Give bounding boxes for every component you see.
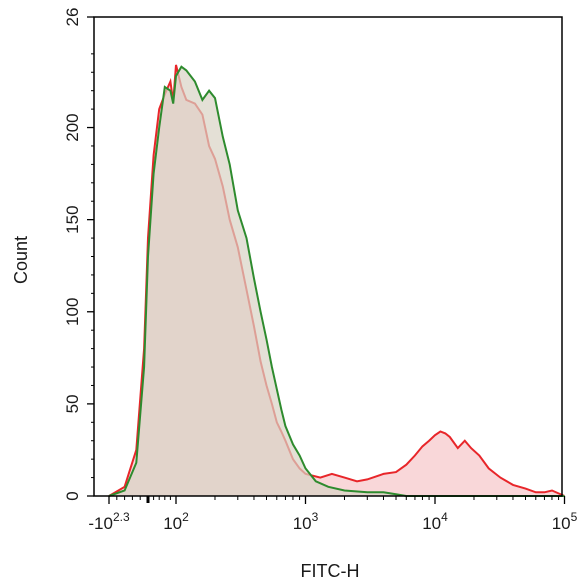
series-2-fill — [109, 66, 565, 496]
x-tick-label: 103 — [293, 510, 319, 533]
y-tick-label: 100 — [63, 298, 82, 326]
y-tick-label: 150 — [63, 205, 82, 233]
y-tick-label: 0 — [63, 491, 82, 500]
series-2-line — [108, 65, 565, 497]
x-zero-marker — [146, 496, 150, 503]
x-axis-title: FITC-H — [301, 561, 360, 581]
x-tick-label: 105 — [552, 510, 578, 533]
y-axis: 0 50 100 150 200 26 — [63, 8, 94, 501]
series-layer — [108, 64, 565, 497]
x-axis: -102.3 102 103 104 105 — [88, 496, 578, 533]
y-axis-title: Count — [11, 236, 31, 284]
y-tick-label: 50 — [63, 394, 82, 413]
x-tick-label: -102.3 — [88, 510, 130, 533]
x-tick-label: 104 — [422, 510, 448, 533]
x-tick-label: 102 — [163, 510, 189, 533]
y-tick-label: 26 — [63, 8, 82, 27]
y-tick-label: 200 — [63, 113, 82, 141]
